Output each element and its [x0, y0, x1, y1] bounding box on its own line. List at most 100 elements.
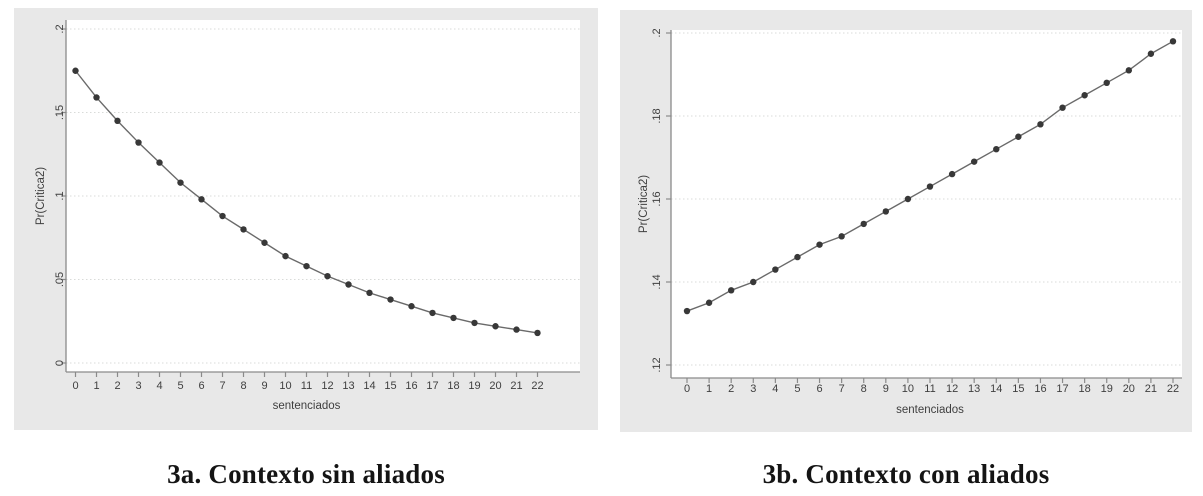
- data-point: [727, 287, 735, 294]
- y-axis-title: Pr(Critica2): [35, 167, 47, 225]
- line-chart-sin-aliados: 0.05.1.15.20 1 2 3 4 5 6 7 8 9 10 11 12 13 14 15 16 17 18 1…: [14, 8, 598, 430]
- x-tick-label: 0: [72, 380, 78, 392]
- x-tick-label: 2: [728, 383, 734, 395]
- data-point: [177, 179, 184, 186]
- x-tick-label: 14: [990, 383, 1002, 395]
- data-point: [1015, 133, 1022, 140]
- x-tick-label: 20: [1123, 383, 1135, 395]
- x-tick-label: 13: [342, 380, 354, 392]
- data-point: [513, 326, 520, 333]
- data-point: [993, 146, 1000, 153]
- line-chart-con-aliados: .12.14.16.18.20 1 2 3 4 5 6 7 8 9 10 11 12 13 14 15 16 17…: [620, 10, 1192, 432]
- x-tick-label: 19: [468, 380, 480, 392]
- data-point: [772, 266, 779, 273]
- data-point: [219, 212, 226, 220]
- data-point: [794, 253, 801, 261]
- y-tick-label: .2: [651, 28, 663, 37]
- data-point: [282, 252, 289, 260]
- data-point: [1147, 50, 1155, 57]
- data-point: [882, 208, 890, 215]
- data-point: [860, 220, 867, 228]
- x-tick-label: 20: [489, 380, 501, 392]
- chart-caption-3b: 3b. Contexto con aliados: [762, 459, 1050, 489]
- x-tick-label: 1: [706, 383, 712, 395]
- x-tick-label: 12: [321, 380, 333, 392]
- y-axis-title: Pr(Critica2): [638, 175, 650, 233]
- x-tick-label: 12: [946, 383, 958, 395]
- y-tick-label: .2: [54, 24, 66, 33]
- x-tick-label: 22: [531, 380, 543, 392]
- data-point: [492, 323, 499, 330]
- x-tick-label: 4: [772, 383, 778, 395]
- data-point: [387, 296, 394, 303]
- x-tick-label: 7: [839, 383, 845, 395]
- data-point: [261, 239, 268, 246]
- y-tick-label: .12: [651, 357, 663, 372]
- x-tick-label: 17: [426, 380, 438, 392]
- x-tick-label: 18: [447, 380, 459, 392]
- x-tick-label: 8: [861, 383, 867, 395]
- x-tick-label: 2: [114, 380, 120, 392]
- x-tick-label: 10: [279, 380, 291, 392]
- data-point: [1125, 67, 1133, 74]
- y-tick-label: .15: [54, 105, 66, 120]
- data-point: [1081, 92, 1088, 99]
- x-tick-label: 5: [177, 380, 183, 392]
- x-tick-label: 11: [924, 383, 935, 395]
- data-point: [838, 233, 845, 240]
- data-point: [72, 67, 79, 74]
- data-point: [1037, 121, 1044, 128]
- data-point: [534, 329, 541, 337]
- x-tick-label: 8: [240, 380, 246, 392]
- data-point: [303, 262, 310, 270]
- data-point: [408, 303, 415, 310]
- x-tick-label: 9: [883, 383, 889, 395]
- data-point: [1059, 104, 1066, 111]
- data-point: [324, 272, 331, 280]
- data-point: [198, 196, 205, 203]
- x-tick-label: 19: [1101, 383, 1113, 395]
- y-tick-label: .05: [54, 272, 66, 287]
- x-tick-label: 6: [816, 383, 822, 395]
- data-point: [345, 281, 352, 288]
- x-tick-label: 11: [301, 380, 312, 392]
- chart-panel-3b: .12.14.16.18.2 0 1 2 3 4 5 6 7 8 9 10 11 12 13 14 15 16 17…: [620, 10, 1192, 432]
- data-point: [926, 183, 934, 190]
- data-point: [948, 170, 956, 178]
- x-tick-label: 9: [261, 380, 267, 392]
- data-point: [450, 314, 457, 322]
- data-point: [240, 226, 247, 233]
- data-point: [970, 158, 978, 165]
- data-point: [705, 299, 713, 306]
- x-tick-label: 16: [405, 380, 417, 392]
- x-tick-label: 13: [968, 383, 980, 395]
- chart-panel-3a: 0.05.1.15.2 0 1 2 3 4 5 6 7 8 9 10 11 12 13 14 15 16 17 18 1…: [14, 8, 598, 430]
- data-point: [1169, 38, 1177, 45]
- x-tick-label: 3: [750, 383, 756, 395]
- x-tick-label: 21: [510, 380, 522, 392]
- x-tick-label: 7: [219, 380, 225, 392]
- x-tick-label: 15: [1012, 383, 1024, 395]
- y-tick-label: 0: [54, 360, 66, 366]
- y-tick-label: .1: [54, 191, 66, 200]
- x-tick-label: 5: [794, 383, 800, 395]
- data-point: [471, 319, 478, 327]
- y-tick-label: .16: [651, 191, 663, 206]
- x-tick-label: 1: [93, 380, 99, 392]
- y-tick-label: .18: [651, 108, 663, 123]
- x-axis-title: sentenciados: [896, 404, 964, 416]
- data-point: [366, 289, 373, 297]
- data-point: [156, 159, 163, 166]
- y-tick-label: .14: [651, 274, 663, 289]
- chart-caption-3a: 3a. Contexto sin aliados: [167, 459, 445, 489]
- data-point: [135, 139, 142, 146]
- x-tick-label: 17: [1056, 383, 1068, 395]
- x-tick-label: 15: [384, 380, 396, 392]
- data-point: [904, 195, 912, 203]
- x-tick-label: 4: [156, 380, 162, 392]
- x-tick-label: 6: [198, 380, 204, 392]
- x-tick-label: 10: [902, 383, 914, 395]
- x-tick-label: 0: [684, 383, 690, 395]
- x-tick-label: 21: [1145, 383, 1157, 395]
